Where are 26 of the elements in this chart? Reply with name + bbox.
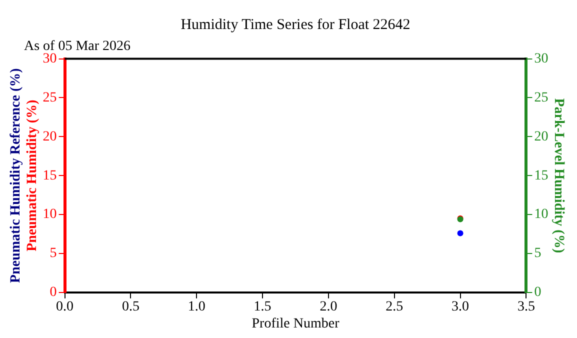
y-tick-label: 10 [42, 207, 57, 222]
x-tick-label: 3.5 [517, 299, 535, 314]
y-tick-label: 20 [42, 129, 57, 144]
x-tick-label: 0.0 [56, 299, 74, 314]
x-tick-label: 2.5 [386, 299, 404, 314]
x-axis-title: Profile Number [252, 316, 340, 332]
y-tick-label: 0 [50, 285, 57, 300]
x-tick-label: 3.0 [452, 299, 470, 314]
text: Pneumatic Humidity Reference (%) [8, 68, 24, 283]
y-tick-label: 5 [50, 246, 57, 262]
x-tick-label: 0.5 [122, 299, 140, 314]
y2-tick-label: 5 [534, 246, 542, 262]
y-axis-title: Pneumatic Humidity (%) [25, 99, 40, 252]
y2-tick-label: 20 [534, 129, 548, 144]
y-tick-label: 25 [42, 90, 57, 106]
y2-tick-label: 30 [534, 51, 548, 66]
chart-title: Humidity Time Series for Float 22642 [180, 16, 410, 33]
y2-tick-label: 15 [534, 168, 548, 184]
y2-tick-label: 10 [534, 207, 548, 222]
y2-axis-title: Park-Level Humidity (%) [550, 98, 566, 254]
y-tick-label: 15 [42, 168, 57, 184]
x-tick-label: 1.0 [188, 299, 206, 314]
x-tick-label: 2.0 [320, 299, 338, 314]
y2-tick-label: 0 [534, 285, 542, 300]
x-tick-label: 1.5 [254, 299, 272, 314]
y2-tick-label: 25 [534, 90, 548, 106]
